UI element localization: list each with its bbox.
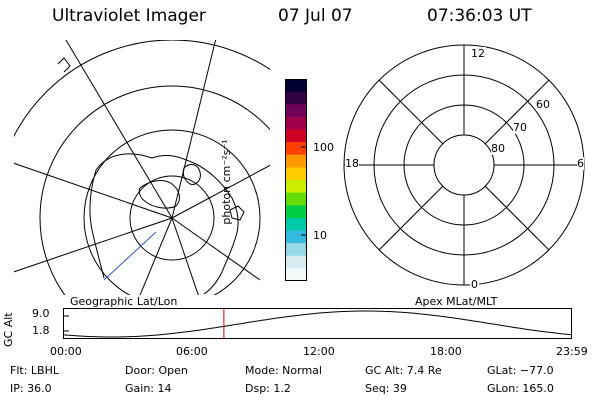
apex-map-label: Apex MLat/MLT: [415, 295, 498, 308]
colorbar-swatch: [285, 79, 307, 93]
geographic-map: [14, 40, 270, 295]
coastline: [229, 205, 245, 221]
colorbar-swatch: [285, 129, 307, 143]
seq-info: Seq: 39: [365, 382, 407, 395]
altitude-ytick-high: 9.0: [32, 307, 50, 320]
ip-info: IP: 36.0: [10, 382, 52, 395]
coastline: [89, 169, 105, 279]
mlat-mlt-map: [343, 44, 585, 286]
mlt-label-0: 0: [470, 278, 479, 291]
colorbar-swatch: [285, 230, 307, 244]
colorbar-swatch: [285, 154, 307, 168]
date-label: 07 Jul 07: [278, 6, 353, 26]
colorbar-swatch: [285, 255, 307, 269]
colorbar-tick-label-10: 10: [313, 229, 327, 242]
mlt-line: [484, 185, 550, 251]
gc-alt-info: GC Alt: 7.4 Re: [365, 364, 442, 377]
mlt-line: [378, 79, 444, 145]
mlt-label-12: 12: [470, 47, 486, 60]
altitude-ylabel: GC Alt: [2, 312, 15, 347]
altitude-xtick-1800: 18:00: [430, 345, 462, 358]
lon-line: [65, 40, 173, 219]
lon-line: [171, 217, 261, 281]
coastline: [182, 164, 201, 185]
gain-info: Gain: 14: [125, 382, 172, 395]
colorbar-swatch: [285, 180, 307, 194]
mlt-label-6: 6: [577, 157, 584, 170]
lon-line: [171, 40, 217, 219]
lon-line: [14, 162, 173, 219]
coastline: [57, 57, 71, 73]
mlt-line: [484, 79, 550, 145]
mlat-label-70: 70: [513, 121, 527, 134]
app-title: Ultraviolet Imager: [52, 6, 206, 26]
glat-info: GLat: −77.0: [487, 364, 554, 377]
lat-circle: [129, 175, 215, 261]
satellite-track: [103, 231, 157, 281]
mode-info: Mode: Normal: [245, 364, 322, 377]
altitude-xtick-0000: 00:00: [50, 345, 82, 358]
mlat-label-80: 80: [491, 142, 505, 155]
altitude-xtick-2359: 23:59: [556, 345, 588, 358]
lon-line: [171, 217, 199, 295]
altitude-xtick-0600: 06:00: [176, 345, 208, 358]
colorbar-swatch: [285, 217, 307, 232]
colorbar-swatch: [285, 167, 307, 181]
lat-circle: [39, 85, 270, 295]
filter-info: Flt: LBHL: [10, 364, 59, 377]
coastline: [138, 180, 180, 209]
geographic-map-label: Geographic Lat/Lon: [70, 295, 178, 308]
colorbar-swatch: [285, 116, 307, 131]
altitude-xtick-1200: 12:00: [303, 345, 335, 358]
time-label: 07:36:03 UT: [427, 6, 532, 26]
colorbar-unit-label: photon cm⁻²s⁻¹: [220, 139, 233, 225]
altitude-curve: [63, 310, 572, 338]
colorbar-swatch: [285, 268, 307, 281]
mlt-line: [378, 185, 444, 251]
altitude-plot: [63, 308, 572, 339]
lon-line: [14, 217, 173, 273]
colorbar-tick-label-100: 100: [313, 141, 334, 154]
door-info: Door: Open: [125, 364, 188, 377]
colorbar-swatch: [285, 142, 307, 156]
colorbar-swatch: [285, 205, 307, 219]
glon-info: GLon: 165.0: [487, 382, 554, 395]
colorbar-swatch: [285, 192, 307, 206]
lon-line: [139, 217, 173, 295]
colorbar-swatch: [285, 243, 307, 257]
mlat-label-60: 60: [536, 98, 550, 111]
coastline: [95, 153, 239, 295]
colorbar: [285, 79, 307, 281]
dsp-info: Dsp: 1.2: [245, 382, 291, 395]
mlt-label-18: 18: [345, 157, 359, 170]
altitude-ytick-low: 1.8: [32, 324, 50, 337]
colorbar-swatch: [285, 104, 307, 118]
colorbar-swatch: [285, 91, 307, 105]
lat-circle: [83, 129, 261, 295]
